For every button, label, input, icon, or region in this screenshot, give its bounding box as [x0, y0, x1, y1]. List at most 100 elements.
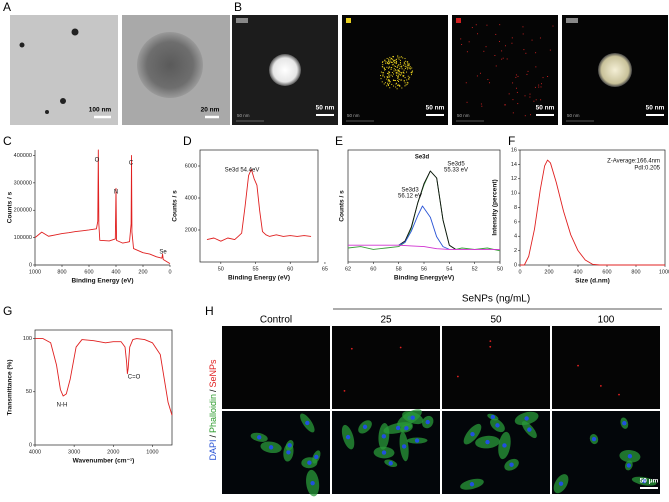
scale-bar-label: 50 nm: [646, 105, 665, 112]
se-signal: [382, 61, 384, 63]
se-signal: [389, 81, 391, 83]
se-signal: [395, 61, 397, 63]
x-axis-label: Wavenumber (cm⁻¹): [73, 458, 135, 465]
senp-signal: [343, 389, 346, 392]
o-signal: [468, 41, 470, 43]
se-signal: [411, 70, 413, 72]
x-tick-label: 600: [602, 269, 611, 275]
cell-nucleus: [495, 423, 500, 428]
x-tick-label: 600: [84, 269, 93, 275]
se-signal: [397, 77, 399, 79]
se-signal: [401, 79, 403, 81]
x-tick-label: 400: [111, 269, 120, 275]
fluorescence-image: [222, 326, 330, 409]
scale-bar-label: 50 nm: [426, 105, 445, 112]
cell-nucleus: [314, 454, 319, 460]
se-signal: [391, 61, 393, 63]
se-signal: [388, 58, 390, 60]
se-signal: [408, 67, 410, 69]
se-signal: [391, 72, 393, 74]
se-signal: [397, 74, 399, 76]
se-signal: [395, 83, 397, 85]
se-signal: [390, 58, 392, 60]
x-tick-label: 60: [370, 266, 376, 272]
se-signal: [391, 64, 393, 66]
se-signal: [408, 63, 410, 65]
o-signal: [486, 24, 488, 26]
x-axis-label: Size (d.nm): [575, 278, 610, 285]
se-signal: [400, 56, 402, 58]
se-signal: [398, 64, 400, 66]
se-signal: [381, 61, 383, 63]
se-signal: [395, 65, 397, 67]
o-signal: [524, 95, 526, 97]
se-signal: [380, 71, 382, 73]
o-signal: [501, 58, 503, 60]
se-signal: [388, 67, 390, 69]
group-title: SeNPs (ng/mL): [462, 294, 530, 305]
cell-nucleus: [310, 480, 315, 486]
o-signal: [504, 45, 506, 47]
y-tick-label: 6: [514, 219, 517, 225]
se-signal: [395, 86, 397, 88]
annotation: Se3d5: [447, 162, 465, 168]
se-signal: [402, 76, 404, 78]
cell-nucleus: [410, 415, 415, 420]
y-tick-label: 6000: [185, 163, 197, 169]
fluorescence-image: [442, 326, 550, 409]
o-signal: [540, 83, 542, 85]
y-tick-label: 14: [511, 162, 517, 168]
o-signal: [487, 79, 489, 81]
se-signal: [395, 58, 397, 60]
se-signal: [396, 61, 398, 63]
cell-nucleus: [305, 420, 310, 426]
se-signal: [385, 62, 387, 64]
cell-nucleus: [626, 463, 632, 468]
o-signal: [504, 104, 506, 106]
y-tick-label: 12: [511, 176, 517, 182]
particle: [60, 98, 66, 104]
se-signal: [402, 57, 404, 59]
se-signal: [397, 84, 399, 86]
se-signal: [392, 63, 394, 65]
o-signal: [517, 103, 519, 105]
cell-nucleus: [307, 460, 312, 465]
se-signal: [380, 75, 382, 77]
map-icon: [566, 18, 578, 23]
o-signal: [547, 75, 549, 77]
se-signal: [388, 66, 390, 68]
cell-nucleus: [425, 419, 430, 425]
tem-image: [10, 15, 118, 125]
se-signal: [384, 69, 386, 71]
se-signal: [401, 72, 403, 74]
se-signal: [407, 65, 409, 67]
se-signal: [383, 69, 385, 71]
cell-nucleus: [345, 434, 351, 440]
fluorescence-image: [332, 326, 440, 409]
o-signal: [481, 105, 483, 107]
panel-label: C: [3, 134, 12, 148]
se-signal: [397, 71, 399, 73]
se-signal: [396, 62, 398, 64]
row-label: DAPI/Phalloidin/SeNPs: [208, 359, 218, 461]
eds-map: [452, 15, 558, 125]
se-signal: [388, 75, 390, 77]
se-signal: [387, 83, 389, 85]
panel-label: E: [335, 134, 343, 148]
se-signal: [399, 67, 401, 69]
senp-signal: [350, 347, 353, 350]
se-signal: [391, 59, 393, 61]
annotation: N-H: [57, 403, 68, 409]
se-signal: [405, 66, 407, 68]
cell-nucleus: [622, 421, 627, 426]
se-signal: [386, 66, 388, 68]
x-tick-label: 800: [57, 269, 66, 275]
se-signal: [397, 57, 399, 59]
o-signal: [515, 74, 517, 76]
y-axis-label: Counts / s: [7, 191, 14, 223]
se-signal: [388, 79, 390, 81]
se-signal: [395, 59, 397, 61]
o-signal: [498, 40, 500, 42]
se-signal: [400, 63, 402, 65]
se-signal: [403, 75, 405, 77]
